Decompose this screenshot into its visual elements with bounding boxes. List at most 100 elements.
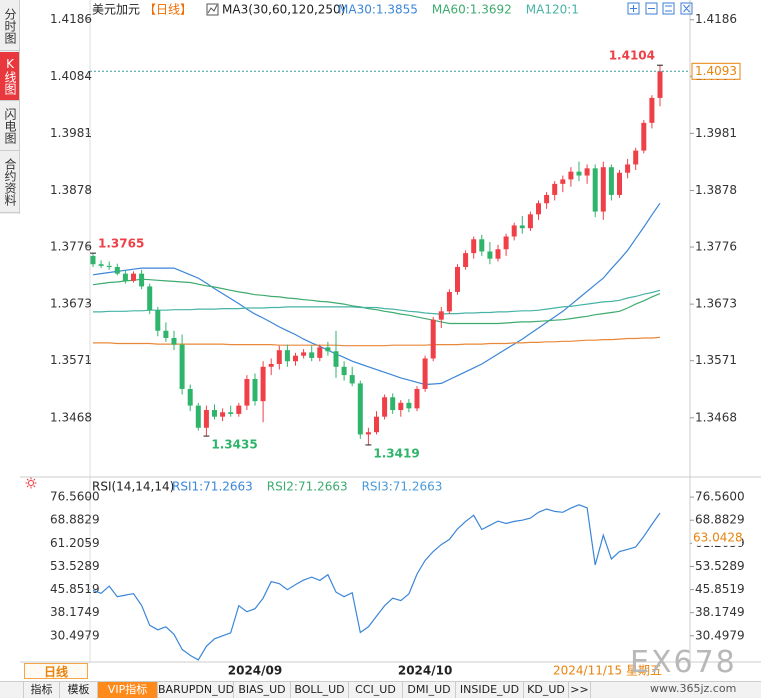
tab[interactable]: K线图 bbox=[0, 52, 19, 101]
candle-body bbox=[98, 264, 104, 266]
legend-entry: RSI1:71.2663 bbox=[172, 480, 253, 494]
candle-body bbox=[649, 97, 655, 123]
toolbar-spacer bbox=[0, 682, 24, 698]
series-line bbox=[93, 289, 661, 315]
toolbar-tab[interactable]: CCI_UD bbox=[349, 682, 403, 698]
candle-body bbox=[471, 239, 477, 254]
candle-body bbox=[592, 168, 598, 212]
tab[interactable]: 分时图 bbox=[0, 2, 19, 51]
candle-body bbox=[341, 366, 347, 376]
y-tick-label: 38.1749 bbox=[695, 605, 745, 619]
extreme-label: 1.3765 bbox=[98, 237, 144, 251]
watermark-url: www.365jz.com bbox=[650, 682, 737, 695]
candle-body bbox=[276, 350, 282, 365]
x-tick-label: 2024/09 bbox=[228, 664, 282, 678]
period-button[interactable]: 日线 bbox=[24, 663, 88, 679]
y-tick-label: 30.4979 bbox=[50, 628, 100, 642]
candle-body bbox=[309, 352, 315, 358]
candle-body bbox=[560, 179, 566, 184]
toolbar-tab[interactable]: BARUPDN_UD bbox=[158, 682, 234, 698]
y-tick-label: 1.3878 bbox=[695, 183, 737, 197]
candle-body bbox=[503, 236, 509, 250]
toolbar-tab[interactable]: DMI_UD bbox=[403, 682, 456, 698]
candle-body bbox=[495, 249, 501, 259]
y-tick-label: 53.5289 bbox=[695, 559, 745, 573]
toolbar: 指标 模板 VIP指标 BARUPDN_UD BIAS_UD BOLL_UD C… bbox=[0, 681, 761, 698]
candle-body bbox=[365, 432, 371, 435]
extreme-label: 1.3435 bbox=[211, 438, 257, 452]
instrument-title: 美元加元 bbox=[92, 3, 140, 17]
y-tick-label: 1.4186 bbox=[50, 12, 92, 26]
y-tick-label: 61.2059 bbox=[50, 536, 100, 550]
candle-body bbox=[390, 397, 396, 411]
current-label-box bbox=[692, 529, 742, 546]
toolbar-tab[interactable]: BIAS_UD bbox=[234, 682, 291, 698]
y-tick-label: 45.8519 bbox=[50, 582, 100, 596]
current-label: 63.0428 bbox=[693, 530, 743, 544]
y-tick-label: 76.5600 bbox=[695, 490, 745, 504]
toolbar-tab[interactable]: 模板 bbox=[60, 682, 98, 698]
candle-body bbox=[657, 71, 663, 98]
last-price-label: 1.4093 bbox=[695, 64, 737, 78]
series-line bbox=[92, 278, 661, 325]
candle-body bbox=[284, 350, 290, 362]
window-icons[interactable] bbox=[627, 2, 693, 15]
y-tick-label: 30.4979 bbox=[695, 628, 745, 642]
candle-body bbox=[317, 347, 323, 358]
candle-body bbox=[301, 352, 307, 356]
candle-body bbox=[220, 412, 226, 417]
candle-body bbox=[633, 150, 639, 165]
tab[interactable]: 闪电图 bbox=[0, 102, 19, 151]
toolbar-tab[interactable]: 指标 bbox=[24, 682, 60, 698]
candle-body bbox=[422, 358, 428, 389]
candle-body bbox=[106, 265, 112, 267]
candle-body bbox=[414, 388, 420, 409]
x-tick-label: 2024/10 bbox=[398, 664, 452, 678]
candle-body bbox=[625, 164, 631, 173]
y-tick-label: 38.1749 bbox=[50, 605, 100, 619]
y-tick-label: 1.3981 bbox=[50, 126, 92, 140]
candle-body bbox=[357, 383, 363, 435]
candle-body bbox=[479, 239, 485, 252]
sun-icon bbox=[25, 477, 37, 489]
candle-body bbox=[568, 171, 574, 180]
toolbar-tab[interactable]: >> bbox=[569, 682, 591, 698]
candle-body bbox=[187, 388, 193, 406]
watermark-logo: EX678 bbox=[630, 645, 737, 680]
series-line bbox=[93, 336, 661, 347]
y-tick-label: 68.8829 bbox=[695, 513, 745, 527]
candle-body bbox=[382, 397, 388, 417]
rsi-title: RSI(14,14,14) bbox=[92, 480, 174, 494]
candle-body bbox=[171, 337, 177, 345]
y-tick-label: 1.3571 bbox=[695, 353, 737, 367]
y-tick-label: 1.3776 bbox=[695, 240, 737, 254]
candle-body bbox=[325, 347, 331, 352]
legend-entry: RSI3:71.2663 bbox=[362, 480, 443, 494]
candle-body bbox=[203, 410, 209, 428]
toolbar-tab[interactable]: VIP指标 bbox=[98, 682, 158, 698]
candle-body bbox=[527, 214, 533, 229]
y-tick-label: 1.3673 bbox=[50, 297, 92, 311]
y-tick-label: 68.8829 bbox=[50, 513, 100, 527]
candle-body bbox=[463, 253, 469, 267]
candle-body bbox=[244, 378, 250, 406]
candle-body bbox=[430, 319, 436, 359]
candle-body bbox=[511, 225, 517, 237]
y-tick-label: 53.5289 bbox=[50, 559, 100, 573]
candle-body bbox=[552, 183, 558, 195]
candle-body bbox=[374, 416, 379, 433]
candle-body bbox=[163, 330, 169, 338]
candle-body bbox=[406, 402, 412, 409]
toolbar-tab[interactable]: KD_UD bbox=[524, 682, 569, 698]
y-tick-label: 1.3673 bbox=[695, 297, 737, 311]
candle-body bbox=[641, 122, 647, 151]
tab[interactable]: 合约资料 bbox=[0, 152, 19, 213]
candle-body bbox=[487, 251, 493, 259]
candle-body bbox=[179, 344, 185, 389]
y-tick-label: 1.4084 bbox=[50, 69, 92, 83]
period-label: 【日线】 bbox=[144, 3, 192, 17]
toolbar-tab[interactable]: BOLL_UD bbox=[291, 682, 349, 698]
last-price-box bbox=[691, 62, 741, 80]
toolbar-tab[interactable]: INSIDE_UD bbox=[456, 682, 524, 698]
extreme-label: 1.3419 bbox=[373, 446, 419, 460]
